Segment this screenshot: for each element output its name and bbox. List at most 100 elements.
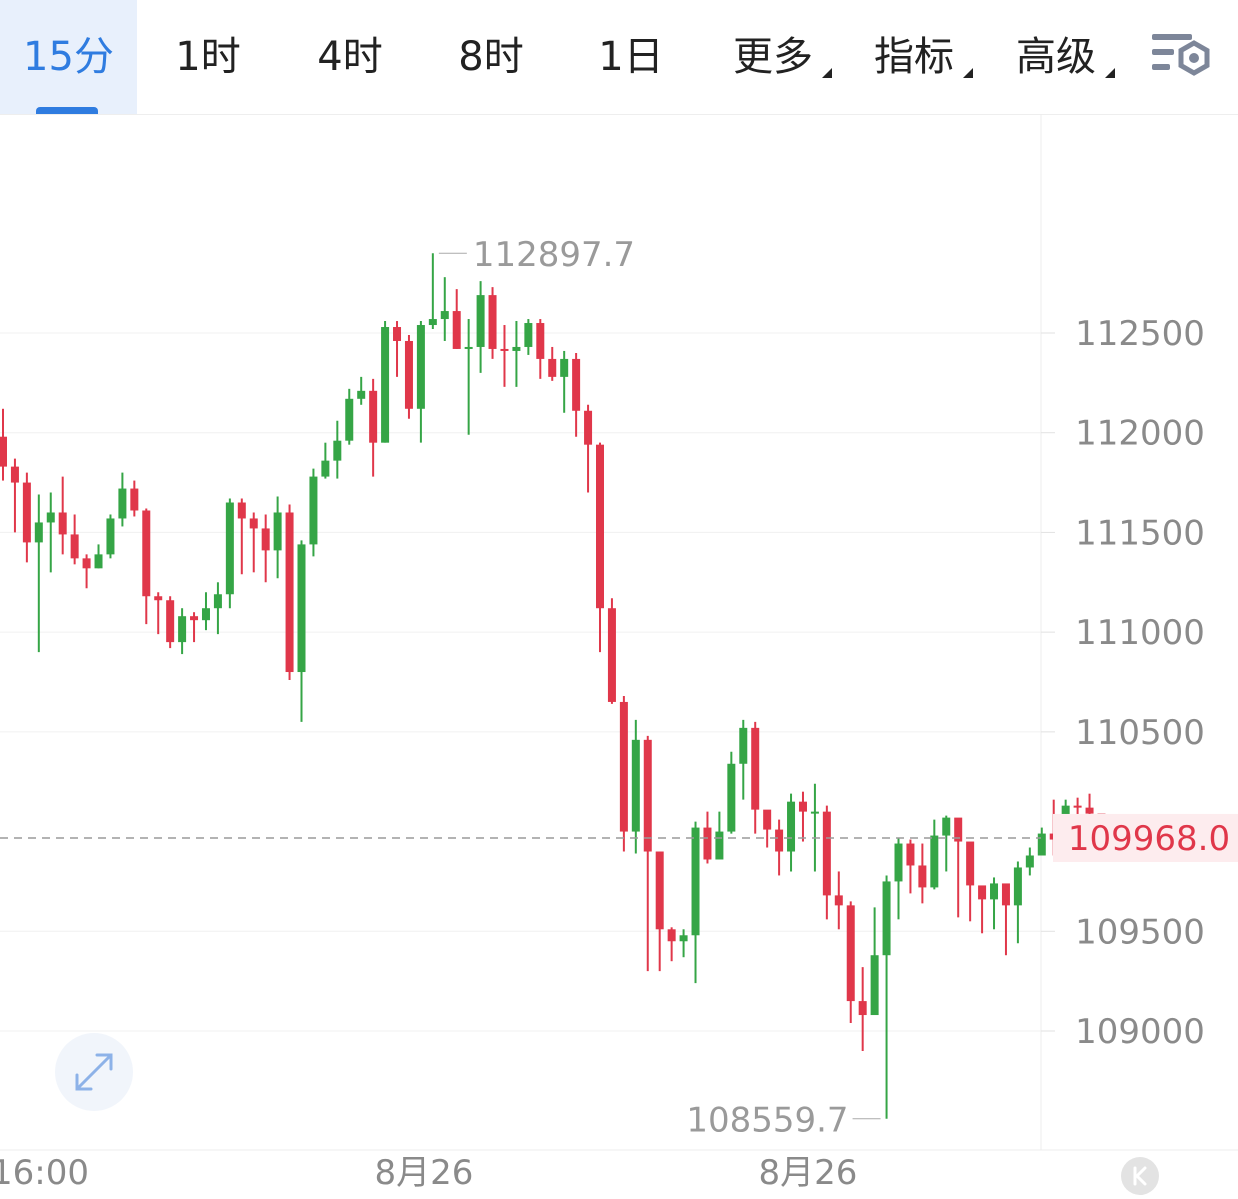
candle-body — [237, 502, 246, 519]
candle-body — [667, 929, 676, 942]
candle-body — [464, 346, 473, 349]
candle-body — [333, 440, 342, 461]
candle-body — [822, 811, 831, 896]
candle — [930, 819, 939, 890]
kline-badge-icon — [1133, 1166, 1147, 1186]
candle — [488, 287, 497, 359]
candle-body — [393, 327, 402, 341]
candle — [560, 350, 569, 413]
candle-body — [178, 616, 187, 643]
chart-settings-button[interactable] — [1150, 30, 1212, 80]
candle — [357, 376, 366, 405]
candle — [572, 352, 581, 437]
candle-body — [1085, 807, 1094, 814]
candle — [500, 325, 509, 387]
candle — [404, 334, 413, 419]
tab-1h[interactable]: 1时 — [160, 0, 256, 114]
candle — [345, 388, 354, 445]
x-tick-label: 8月26 — [375, 1153, 474, 1192]
candle — [428, 253, 437, 330]
candle-body — [94, 554, 103, 569]
candle — [715, 811, 724, 860]
candle-body — [548, 358, 557, 377]
candle — [870, 907, 879, 1016]
tab-4h-label: 4时 — [317, 34, 383, 80]
candle — [834, 871, 843, 930]
candle — [369, 378, 378, 477]
candle-body — [34, 522, 43, 543]
candle-body — [798, 801, 807, 812]
candle — [584, 404, 593, 493]
candle-body — [858, 1001, 867, 1016]
candle — [106, 514, 115, 559]
candle-body — [500, 348, 509, 351]
timeframe-tab-bar: 15分 1时 4时 8时 1日 更多 指标 高级 — [0, 0, 1238, 115]
candle — [966, 841, 975, 922]
dropdown-corner-icon — [963, 68, 973, 78]
dropdown-corner-icon — [822, 68, 832, 78]
candle — [846, 901, 855, 1024]
tab-1d[interactable]: 1日 — [583, 0, 679, 114]
candle — [393, 321, 402, 377]
y-tick-label: 112500 — [1075, 314, 1205, 354]
tab-more[interactable]: 更多 — [728, 0, 832, 114]
candle — [1025, 847, 1034, 876]
y-tick-label: 109500 — [1075, 912, 1205, 952]
tab-4h[interactable]: 4时 — [302, 0, 398, 114]
candle-body — [10, 466, 19, 483]
candle-body — [22, 482, 31, 543]
tab-more-label: 更多 — [733, 34, 813, 80]
candlestick-chart[interactable]: 109000 109500 110500 111000 111500 112000 1125… — [0, 114, 1238, 1192]
candle — [285, 504, 294, 681]
tab-1h-label: 1时 — [175, 34, 241, 80]
candle-body — [46, 512, 55, 523]
y-tick-label: 111000 — [1075, 613, 1205, 653]
candle-body — [285, 512, 294, 673]
expand-button[interactable] — [55, 1033, 133, 1111]
y-tick-label: 111500 — [1075, 513, 1205, 553]
candle-body — [966, 841, 975, 886]
candle — [309, 468, 318, 557]
candle — [631, 719, 640, 854]
tab-8h-label: 8时 — [458, 34, 524, 80]
candle — [655, 851, 664, 972]
candle — [739, 719, 748, 800]
tab-8h[interactable]: 8时 — [443, 0, 539, 114]
candle-body — [942, 817, 951, 836]
x-tick-label: 8月26 — [759, 1153, 858, 1192]
tab-15min[interactable]: 15分 — [0, 0, 137, 114]
candle — [154, 592, 163, 635]
candle — [10, 458, 19, 533]
candle — [751, 721, 760, 834]
candle-body — [536, 323, 545, 359]
candle-body — [870, 955, 879, 1016]
candle-body — [476, 295, 485, 347]
candle-body — [930, 835, 939, 888]
candle — [990, 877, 999, 930]
candle — [978, 885, 987, 934]
candle — [942, 815, 951, 872]
candle-body — [357, 390, 366, 399]
candle — [596, 442, 604, 653]
candle — [906, 839, 915, 894]
candle-body — [273, 512, 282, 551]
high-price-label: 112897.7 — [473, 235, 635, 275]
candle-body — [679, 935, 688, 942]
candle — [34, 494, 43, 653]
candle-body — [297, 544, 306, 673]
y-tick-label: 112000 — [1075, 414, 1205, 454]
candle-body — [512, 346, 521, 351]
tab-advanced[interactable]: 高级 — [1011, 0, 1115, 114]
candle — [1013, 861, 1022, 944]
kline-badge[interactable] — [1121, 1157, 1159, 1195]
candle-body — [369, 390, 378, 443]
candle-body — [1025, 855, 1034, 868]
y-tick-label: 109000 — [1075, 1012, 1205, 1052]
candle — [118, 472, 127, 527]
candle-body — [70, 534, 79, 559]
tab-indicators[interactable]: 指标 — [869, 0, 973, 114]
candle — [810, 783, 819, 872]
candle-body — [1001, 883, 1010, 906]
y-tick-label: 110500 — [1075, 713, 1205, 753]
candle — [619, 695, 628, 852]
